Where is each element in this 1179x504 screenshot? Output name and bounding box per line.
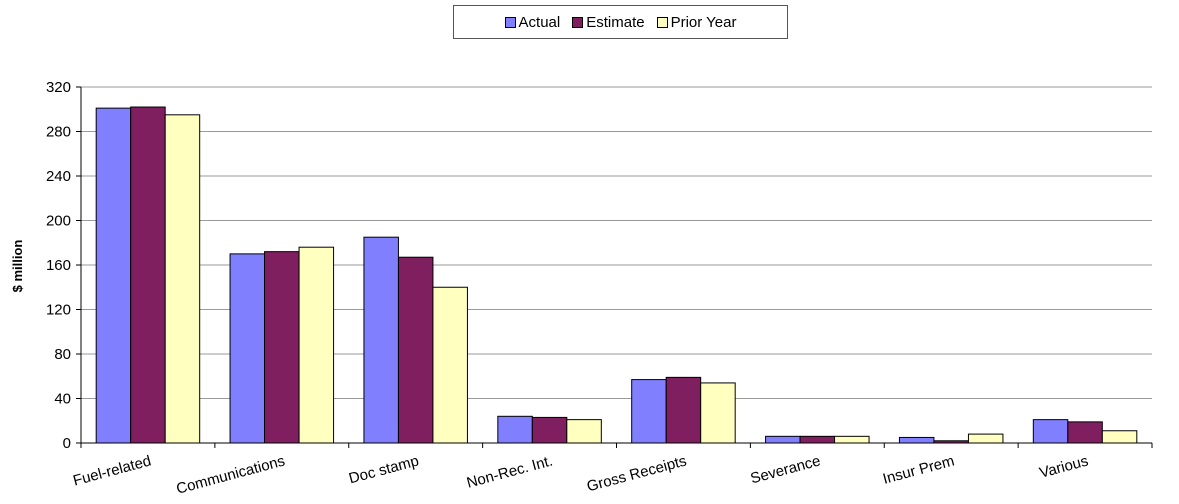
y-tick-label: 200 <box>46 213 71 230</box>
x-tick-label: Communications <box>175 452 287 497</box>
legend-label-estimate: Estimate <box>586 13 645 31</box>
x-tick-label: Doc stamp <box>347 452 421 487</box>
bar-actual <box>229 253 266 444</box>
x-tick-label: Fuel-related <box>71 452 153 489</box>
y-tick-label: 240 <box>46 168 71 185</box>
y-axis-ticks: 0 40 80 120 160 200 240 280 320 <box>46 79 81 452</box>
bar-prior-year <box>432 286 468 444</box>
legend-item-estimate: Estimate <box>572 13 645 31</box>
bar-actual <box>363 236 399 444</box>
y-tick-label: 320 <box>46 79 71 96</box>
y-tick-label: 160 <box>46 257 71 274</box>
y-tick-label: 280 <box>46 124 71 141</box>
y-tick-label: 0 <box>63 435 71 452</box>
bar-estimate <box>531 416 568 444</box>
bar-prior-year <box>164 114 201 444</box>
bar-actual <box>95 107 132 444</box>
bar-prior-year <box>967 433 1004 444</box>
bar-estimate <box>264 251 300 444</box>
bar-estimate <box>130 106 166 444</box>
x-tick-label: Insur Prem <box>881 452 956 487</box>
legend: Actual Estimate Prior Year <box>453 5 788 39</box>
y-tick-label: 80 <box>54 346 71 363</box>
bar-actual <box>497 415 533 444</box>
bar-prior-year <box>700 382 736 444</box>
bar-estimate <box>799 435 836 444</box>
bar-prior-year <box>834 435 870 444</box>
x-tick-label: Non-Rec. Int. <box>465 452 555 491</box>
bar-actual <box>631 379 667 444</box>
bar-prior-year <box>1101 430 1138 444</box>
legend-label-actual: Actual <box>518 13 561 31</box>
legend-swatch-actual <box>504 16 516 28</box>
bars <box>95 106 1138 444</box>
bar-prior-year <box>566 419 602 444</box>
bar-prior-year <box>298 246 335 444</box>
legend-swatch-prior-year <box>656 16 668 28</box>
legend-item-prior-year: Prior Year <box>656 13 737 31</box>
y-tick-label: 120 <box>46 302 71 319</box>
bar-estimate <box>397 256 434 444</box>
bar-estimate <box>665 376 702 444</box>
bar-actual <box>1032 419 1069 444</box>
x-tick-label: Severance <box>749 452 823 487</box>
x-axis-ticks: Fuel-related Communications Doc stamp Non-R… <box>71 443 1153 498</box>
bar-actual <box>898 436 935 444</box>
legend-label-prior-year: Prior Year <box>670 13 737 31</box>
y-tick-label: 40 <box>54 391 71 408</box>
x-tick-label: Gross Receipts <box>585 452 688 495</box>
legend-swatch-estimate <box>572 16 584 28</box>
bar-actual <box>765 435 801 444</box>
legend-item-actual: Actual <box>504 13 561 31</box>
y-axis-label: $ million <box>10 240 25 293</box>
bar-estimate <box>1067 421 1103 444</box>
x-tick-label: Various <box>1038 452 1090 481</box>
